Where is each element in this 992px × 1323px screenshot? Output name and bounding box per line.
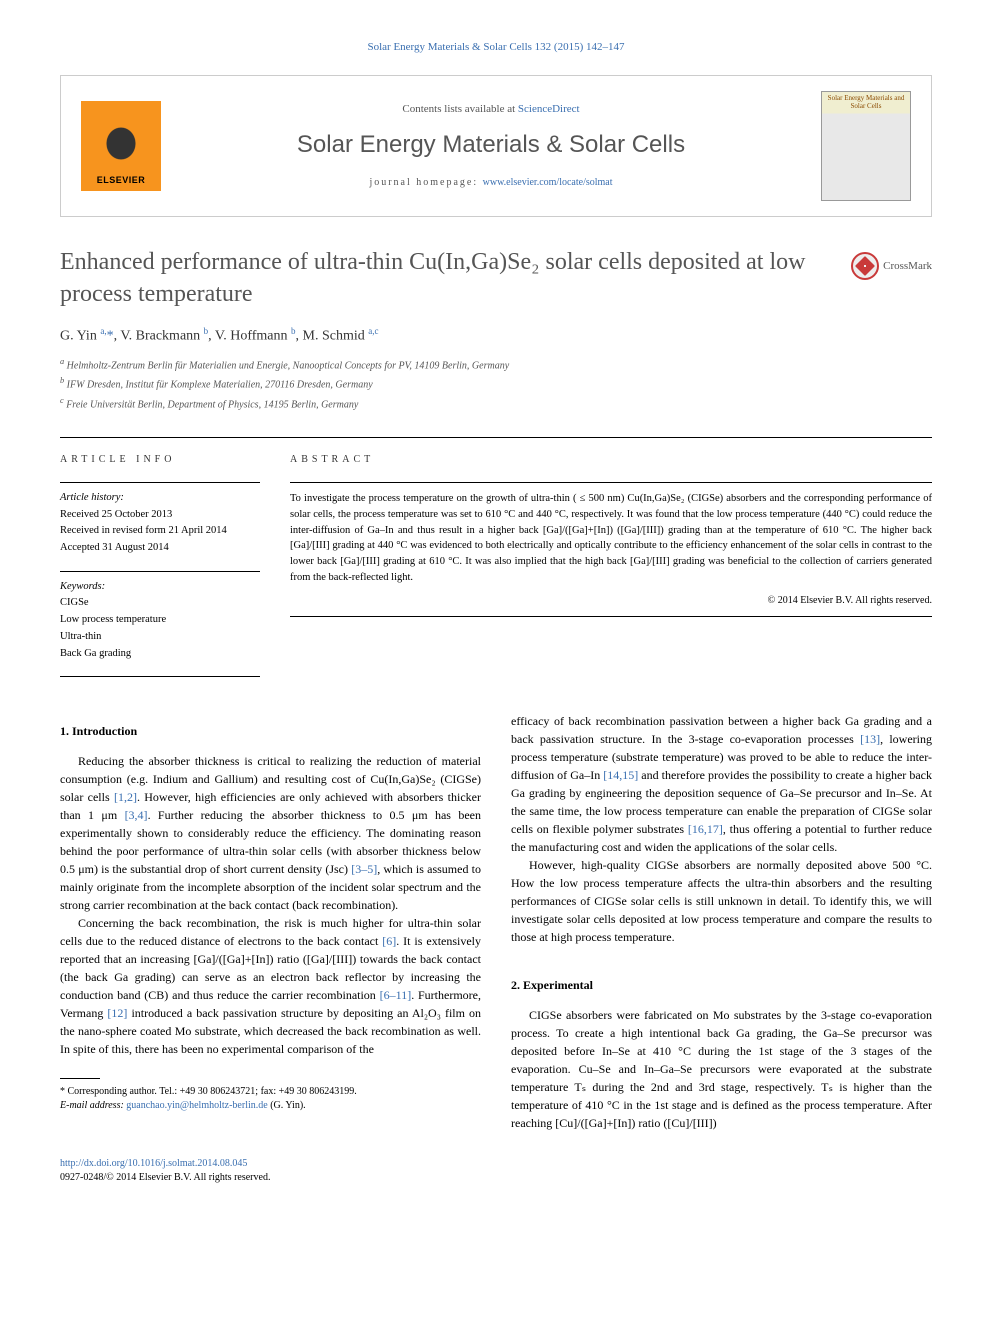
keyword: Back Ga grading [60,647,260,662]
citation-link[interactable]: [1,2] [114,790,137,804]
publisher-logo-text: ELSEVIER [97,174,146,187]
article-info-column: ARTICLE INFO Article history: Received 2… [60,453,260,676]
paragraph: efficacy of back recombination passivati… [511,712,932,856]
banner-center: Contents lists available at ScienceDirec… [161,102,821,190]
divider [60,571,260,572]
email-suffix: (G. Yin). [268,1100,306,1111]
citation-link[interactable]: [13] [860,732,880,746]
author-2: V. Brackmann [120,328,200,343]
citation-link[interactable]: [16,17] [688,822,723,836]
homepage-link[interactable]: www.elsevier.com/locate/solmat [483,177,613,188]
doi-link[interactable]: http://dx.doi.org/10.1016/j.solmat.2014.… [60,1158,247,1169]
affiliations: a Helmholtz-Zentrum Berlin für Materiali… [60,356,932,412]
info-abstract-row: ARTICLE INFO Article history: Received 2… [60,453,932,676]
citation-link[interactable]: [12] [107,1006,127,1020]
footnote-tel-fax: * Corresponding author. Tel.: +49 30 806… [60,1085,481,1099]
paragraph: However, high-quality CIGSe absorbers ar… [511,856,932,946]
abstract-copyright: © 2014 Elsevier B.V. All rights reserved… [290,594,932,608]
citation-link[interactable]: [14,15] [603,768,638,782]
affiliation-a: a Helmholtz-Zentrum Berlin für Materiali… [60,356,932,373]
divider [60,437,932,438]
running-header-link[interactable]: Solar Energy Materials & Solar Cells 132… [367,41,624,53]
footnote-separator [60,1078,100,1079]
issn-copyright: 0927-0248/© 2014 Elsevier B.V. All right… [60,1171,932,1185]
article-history-block: Article history: Received 25 October 201… [60,491,260,556]
section-2-heading: 2. Experimental [511,976,932,994]
history-label: Article history: [60,491,260,506]
keyword: CIGSe [60,596,260,611]
crossmark-badge[interactable]: CrossMark [851,252,932,280]
affiliation-c: c Freie Universität Berlin, Department o… [60,395,932,412]
running-header: Solar Energy Materials & Solar Cells 132… [60,40,932,55]
author-2-affil: b [204,326,209,336]
accepted-date: Accepted 31 August 2014 [60,541,260,556]
author-1: G. Yin [60,328,97,343]
publisher-logo[interactable]: ELSEVIER [81,101,161,191]
journal-cover-title: Solar Energy Materials and Solar Cells [822,92,910,113]
homepage-label: journal homepage: [369,177,482,188]
citation-link[interactable]: [6–11] [380,988,412,1002]
crossmark-label: CrossMark [883,259,932,274]
corresponding-author-footnote: * Corresponding author. Tel.: +49 30 806… [60,1085,481,1113]
journal-banner: ELSEVIER Contents lists available at Sci… [60,75,932,217]
revised-date: Received in revised form 21 April 2014 [60,524,260,539]
author-3: V. Hoffmann [215,328,288,343]
divider [60,482,260,483]
homepage-line: journal homepage: www.elsevier.com/locat… [161,176,821,190]
keywords-block: Keywords: CIGSe Low process temperature … [60,580,260,661]
divider [60,676,260,677]
divider [290,482,932,483]
article-title: Enhanced performance of ultra-thin Cu(In… [60,247,831,309]
sciencedirect-link[interactable]: ScienceDirect [518,103,580,115]
paragraph: Concerning the back recombination, the r… [60,914,481,1058]
citation-link[interactable]: [6] [382,934,396,948]
keyword: Ultra-thin [60,630,260,645]
section-1-heading: 1. Introduction [60,722,481,740]
journal-name: Solar Energy Materials & Solar Cells [161,128,821,162]
author-4: M. Schmid [303,328,365,343]
elsevier-tree-icon [96,116,146,171]
divider [290,616,932,617]
paragraph: CIGSe absorbers were fabricated on Mo su… [511,1006,932,1132]
keywords-label: Keywords: [60,580,260,595]
keyword: Low process temperature [60,613,260,628]
citation-link[interactable]: [3,4] [125,808,148,822]
footnote-email-line: E-mail address: guanchao.yin@helmholtz-b… [60,1099,481,1113]
received-date: Received 25 October 2013 [60,508,260,523]
author-3-affil: b [291,326,296,336]
affiliation-b: b IFW Dresden, Institut für Komplexe Mat… [60,375,932,392]
abstract-text: To investigate the process temperature o… [290,491,932,586]
abstract-heading: ABSTRACT [290,453,932,467]
contents-prefix: Contents lists available at [402,103,517,115]
email-label: E-mail address: [60,1100,126,1111]
author-4-affil: a,c [368,326,378,336]
contents-line: Contents lists available at ScienceDirec… [161,102,821,117]
corresponding-author-marker[interactable]: * [107,328,114,343]
paragraph: Reducing the absorber thickness is criti… [60,752,481,914]
body-columns: 1. Introduction Reducing the absorber th… [60,712,932,1132]
crossmark-icon [851,252,879,280]
article-info-heading: ARTICLE INFO [60,453,260,467]
author-list: G. Yin a,*, V. Brackmann b, V. Hoffmann … [60,325,932,346]
title-row: Enhanced performance of ultra-thin Cu(In… [60,247,932,309]
page-footer: http://dx.doi.org/10.1016/j.solmat.2014.… [60,1157,932,1185]
email-link[interactable]: guanchao.yin@helmholtz-berlin.de [126,1100,267,1111]
journal-cover-thumbnail[interactable]: Solar Energy Materials and Solar Cells [821,91,911,201]
citation-link[interactable]: [3–5] [351,862,377,876]
abstract-column: ABSTRACT To investigate the process temp… [290,453,932,676]
